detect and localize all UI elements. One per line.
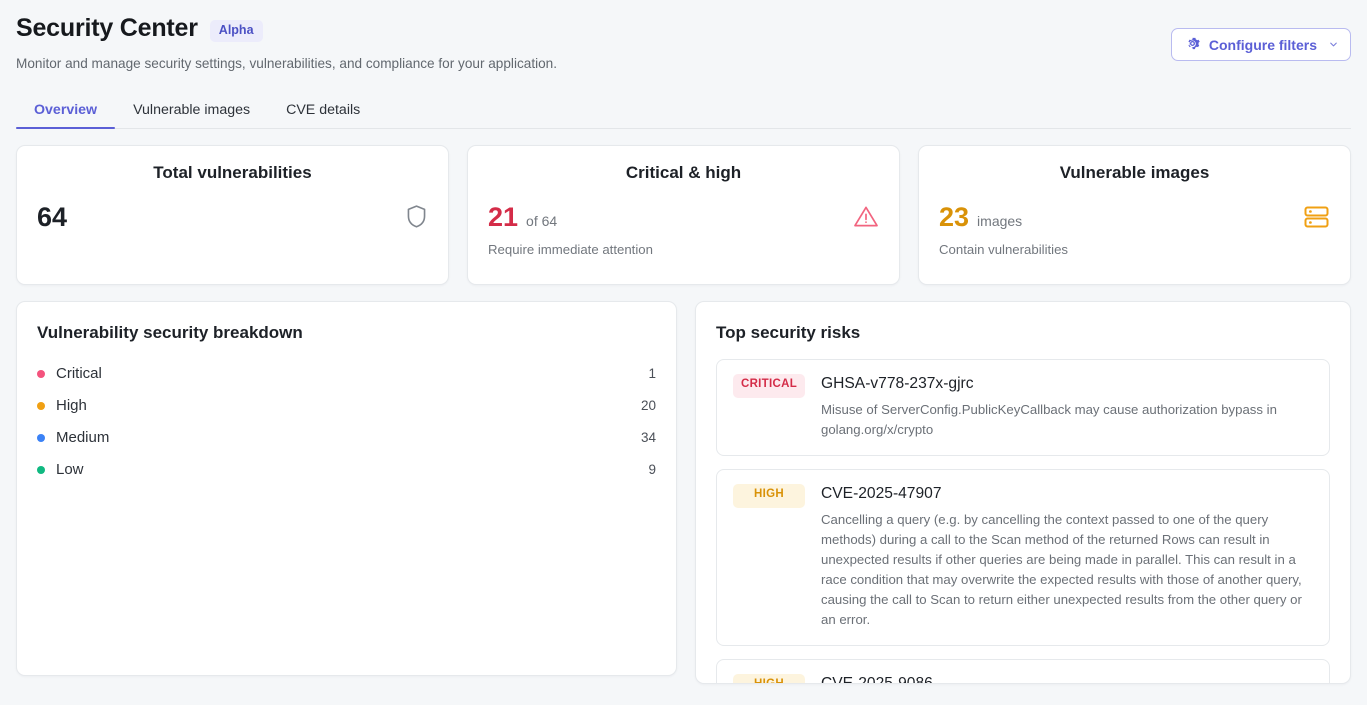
stat-card-value: 23 bbox=[939, 202, 970, 232]
breakdown-label: Low bbox=[56, 461, 84, 478]
breakdown-label: High bbox=[56, 397, 87, 414]
server-stack-icon bbox=[1303, 204, 1330, 235]
breakdown-row-critical: Critical 1 bbox=[37, 358, 656, 390]
stat-card-row: Total vulnerabilities 64 Critical & high bbox=[16, 145, 1351, 285]
severity-badge: HIGH bbox=[733, 484, 805, 508]
risk-item-body: CVE-2025-47907 Cancelling a query (e.g. … bbox=[821, 484, 1313, 630]
breakdown-count: 34 bbox=[640, 430, 656, 445]
lower-panel-row: Vulnerability security breakdown Critica… bbox=[16, 301, 1351, 684]
stat-card-subtitle: Contain vulnerabilities bbox=[939, 242, 1069, 257]
chevron-down-icon bbox=[1328, 37, 1339, 53]
risk-item-id: GHSA-v778-237x-gjrc bbox=[821, 375, 974, 392]
configure-filters-label: Configure filters bbox=[1208, 36, 1317, 53]
stat-card-title: Vulnerable images bbox=[1059, 163, 1210, 182]
risk-item-body: CVE-2025-9086 bbox=[821, 674, 1313, 684]
stat-card-vulnerable-images: Vulnerable images 23 images Contain vuln… bbox=[918, 145, 1351, 285]
stat-card-title: Critical & high bbox=[625, 163, 742, 182]
stat-card-body: 21 of 64 Require immediate attention bbox=[488, 202, 879, 258]
risk-list-item[interactable]: HIGH CVE-2025-47907 Cancelling a query (… bbox=[716, 469, 1330, 646]
header-text-block: Security Center Alpha Monitor and manage… bbox=[16, 13, 557, 73]
breakdown-row-high: High 20 bbox=[37, 390, 656, 422]
stat-card-body: 23 images Contain vulnerabilities bbox=[939, 202, 1330, 258]
stat-card-total-vulnerabilities: Total vulnerabilities 64 bbox=[16, 145, 449, 285]
stat-card-values: 64 bbox=[37, 202, 67, 232]
shield-icon bbox=[405, 204, 428, 234]
stat-card-title: Total vulnerabilities bbox=[153, 163, 312, 182]
page-header: Security Center Alpha Monitor and manage… bbox=[16, 0, 1351, 73]
risk-list-item[interactable]: CRITICAL GHSA-v778-237x-gjrc Misuse of S… bbox=[716, 359, 1330, 456]
page-subtitle: Monitor and manage security settings, vu… bbox=[16, 56, 558, 71]
configure-filters-button[interactable]: Configure filters bbox=[1170, 28, 1351, 61]
risk-list-item[interactable]: HIGH CVE-2025-9086 bbox=[716, 659, 1330, 684]
stat-card-values: 21 of 64 Require immediate attention bbox=[488, 202, 653, 258]
breakdown-count: 1 bbox=[648, 366, 656, 381]
breakdown-title: Vulnerability security breakdown bbox=[37, 323, 303, 342]
breakdown-label: Critical bbox=[56, 365, 102, 382]
alpha-badge: Alpha bbox=[209, 20, 263, 42]
stat-card-body: 64 bbox=[37, 202, 428, 234]
breakdown-list: Critical 1 High 20 Medium 34 Low 9 bbox=[37, 358, 656, 486]
risk-item-description: Cancelling a query (e.g. by cancelling t… bbox=[821, 512, 1302, 627]
tab-bar: Overview Vulnerable images CVE details bbox=[16, 93, 1351, 130]
tab-overview[interactable]: Overview bbox=[16, 103, 116, 130]
severity-dot-low bbox=[37, 466, 45, 474]
stat-card-unit: images bbox=[977, 213, 1023, 229]
tab-cve-details[interactable]: CVE details bbox=[286, 101, 361, 118]
page-title: Security Center bbox=[16, 14, 198, 42]
stat-card-unit: of 64 bbox=[526, 213, 558, 229]
stat-card-number-line: 21 of 64 bbox=[488, 202, 653, 232]
warning-triangle-icon bbox=[853, 204, 879, 234]
severity-dot-critical bbox=[37, 370, 45, 378]
stat-card-value: 21 bbox=[488, 202, 519, 232]
stat-card-values: 23 images Contain vulnerabilities bbox=[939, 202, 1068, 258]
risk-item-body: GHSA-v778-237x-gjrc Misuse of ServerConf… bbox=[821, 374, 1313, 440]
breakdown-count: 20 bbox=[640, 398, 656, 413]
stat-card-value: 64 bbox=[37, 202, 68, 232]
stat-card-subtitle: Require immediate attention bbox=[488, 242, 653, 257]
stat-card-number-line: 64 bbox=[37, 202, 67, 232]
severity-badge: HIGH bbox=[733, 674, 805, 683]
risk-item-id: CVE-2025-47907 bbox=[821, 485, 942, 502]
breakdown-count: 9 bbox=[648, 462, 656, 477]
severity-dot-medium bbox=[37, 434, 45, 442]
breakdown-label: Medium bbox=[56, 429, 110, 446]
severity-badge: CRITICAL bbox=[733, 374, 805, 398]
risks-title: Top security risks bbox=[716, 323, 861, 342]
stat-card-number-line: 23 images bbox=[939, 202, 1068, 232]
risk-item-id: CVE-2025-9086 bbox=[821, 675, 933, 684]
risks-list[interactable]: CRITICAL GHSA-v778-237x-gjrc Misuse of S… bbox=[716, 359, 1330, 684]
top-security-risks-panel: Top security risks CRITICAL GHSA-v778-23… bbox=[695, 301, 1351, 684]
gear-icon bbox=[1184, 35, 1201, 55]
severity-dot-high bbox=[37, 402, 45, 410]
vulnerability-breakdown-panel: Vulnerability security breakdown Critica… bbox=[16, 301, 677, 676]
risk-item-description: Misuse of ServerConfig.PublicKeyCallback… bbox=[821, 402, 1277, 437]
breakdown-row-low: Low 9 bbox=[37, 454, 656, 486]
title-row: Security Center Alpha bbox=[16, 13, 557, 43]
breakdown-row-medium: Medium 34 bbox=[37, 422, 656, 454]
tab-vulnerable-images[interactable]: Vulnerable images bbox=[133, 101, 251, 118]
stat-card-critical-high: Critical & high 21 of 64 Require immedia… bbox=[467, 145, 900, 285]
